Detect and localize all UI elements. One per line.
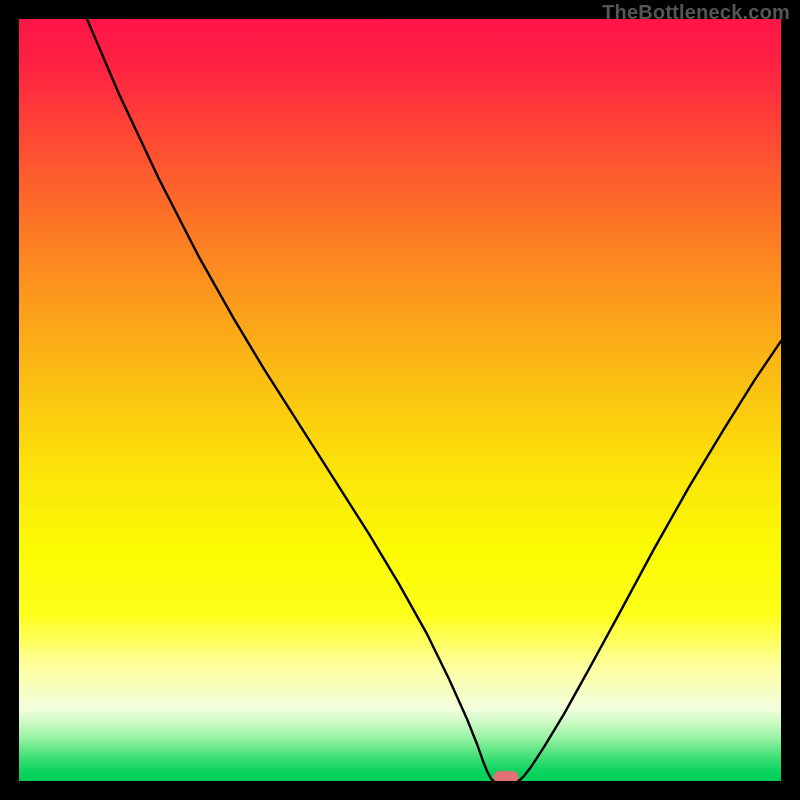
chart-frame: TheBottleneck.com xyxy=(0,0,800,800)
plot-area xyxy=(19,19,781,781)
gradient-background xyxy=(19,19,781,781)
plot-svg xyxy=(19,19,781,781)
optimum-marker xyxy=(494,771,519,781)
watermark-text: TheBottleneck.com xyxy=(602,2,790,25)
